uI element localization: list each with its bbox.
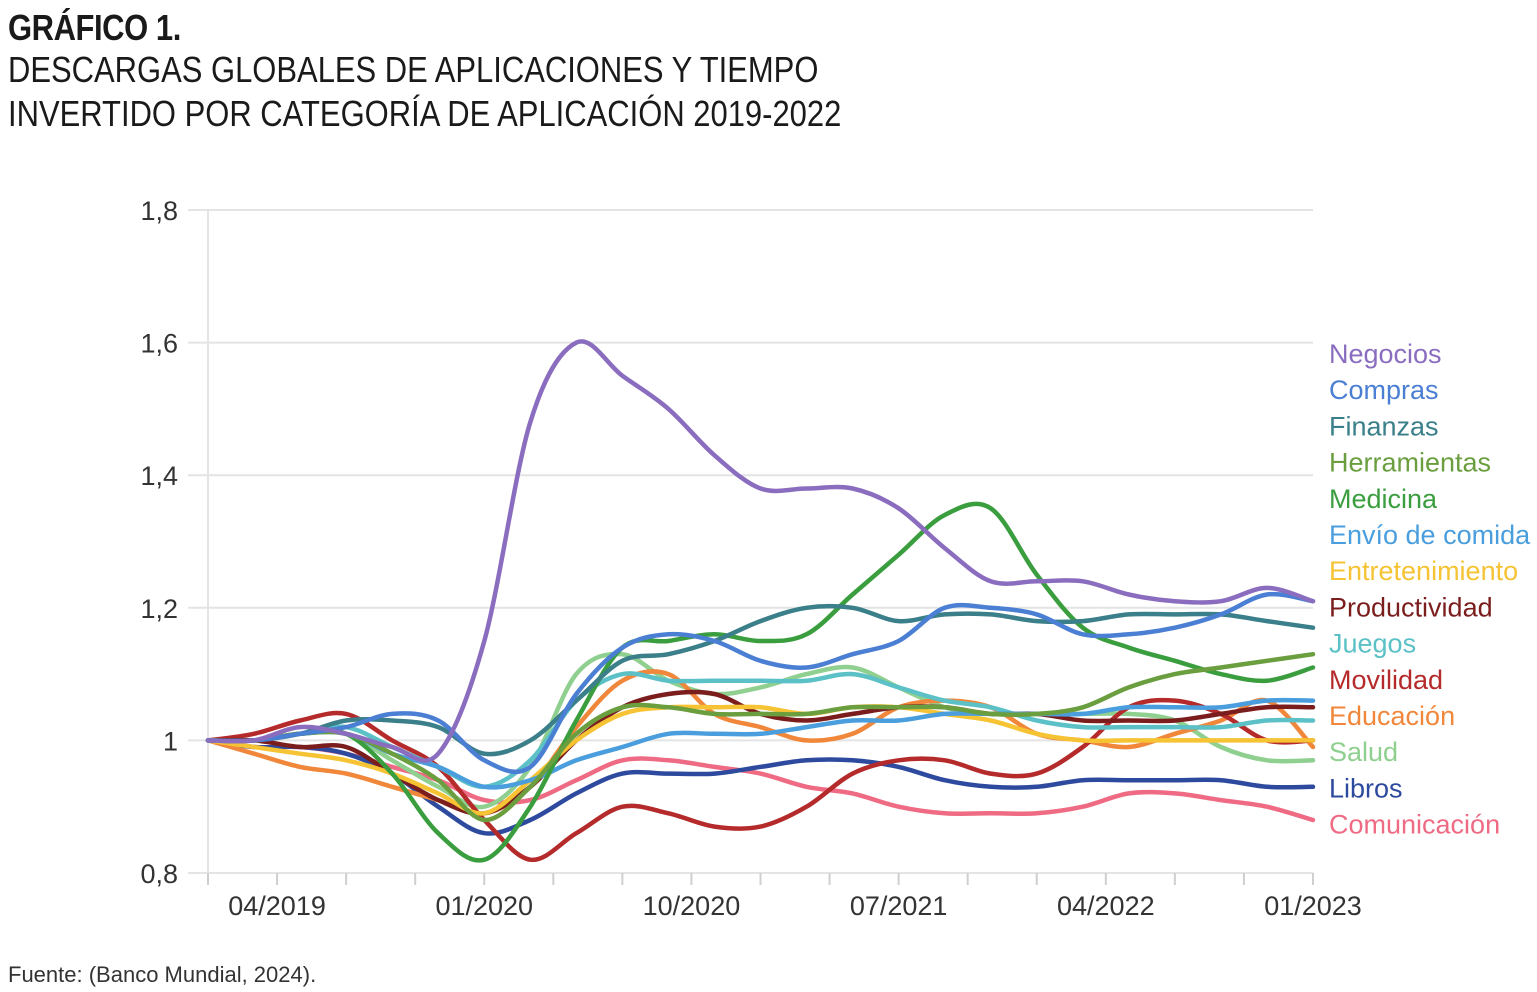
x-tick-label: 01/2020: [435, 891, 533, 921]
x-tick-label: 10/2020: [643, 891, 741, 921]
figure-title-line-2: INVERTIDO POR CATEGORÍA DE APLICACIÓN 20…: [8, 93, 842, 134]
series-line-medicina: [205, 501, 1316, 863]
source-note: Fuente: (Banco Mundial, 2024).: [8, 962, 317, 987]
y-tick-label: 0,8: [140, 859, 178, 889]
y-tick-label: 1,8: [140, 196, 178, 226]
legend-item-herramientas: Herramientas: [1329, 448, 1491, 478]
legend-item-compras: Compras: [1329, 375, 1439, 405]
y-axis: 0,8 1 1,2 1,4 1,6 1,8: [140, 196, 209, 889]
legend-item-medicina: Medicina: [1329, 484, 1438, 514]
series-line-negocios: [205, 339, 1316, 763]
series-line-herramientas: [205, 651, 1316, 823]
legend-item-salud: Salud: [1329, 737, 1398, 767]
series-line-comunicacion: [205, 738, 1316, 823]
y-tick-label: 1,2: [140, 594, 178, 624]
legend-item-entretenimiento: Entretenimiento: [1329, 556, 1518, 586]
legend-item-movilidad: Movilidad: [1329, 665, 1443, 695]
y-tick-label: 1,6: [140, 329, 178, 359]
legend-item-finanzas: Finanzas: [1329, 411, 1439, 441]
legend-item-negocios: Negocios: [1329, 339, 1442, 369]
legend-item-libros: Libros: [1329, 773, 1403, 803]
x-axis: 04/2019 01/2020 10/2020 07/2021 04/2022 01/20…: [207, 873, 1362, 921]
x-tick-label: 07/2021: [850, 891, 948, 921]
series-line-compras: [205, 591, 1316, 774]
figure-label: GRÁFICO 1.: [8, 7, 181, 48]
y-tick-label: 1: [163, 726, 178, 756]
y-tick-label: 1,4: [140, 461, 178, 491]
legend-item-juegos: Juegos: [1329, 629, 1416, 659]
legend-item-envio-de-comida: Envío de comida: [1329, 520, 1531, 550]
legend-item-educacion: Educación: [1329, 701, 1455, 731]
x-tick-label: 01/2023: [1264, 891, 1362, 921]
series-line-educacion: [205, 669, 1316, 816]
legend: Negocios Compras Finanzas Herramientas Medic…: [1329, 339, 1531, 840]
x-tick-label: 04/2019: [228, 891, 326, 921]
series-line-salud: [205, 651, 1316, 810]
series-lines: [205, 339, 1316, 863]
legend-item-comunicacion: Comunicación: [1329, 810, 1500, 840]
legend-item-productividad: Productividad: [1329, 592, 1493, 622]
figure-title-line-1: DESCARGAS GLOBALES DE APLICACIONES Y TIE…: [8, 49, 819, 90]
x-tick-label: 04/2022: [1057, 891, 1155, 921]
series-line-finanzas: [205, 603, 1316, 757]
